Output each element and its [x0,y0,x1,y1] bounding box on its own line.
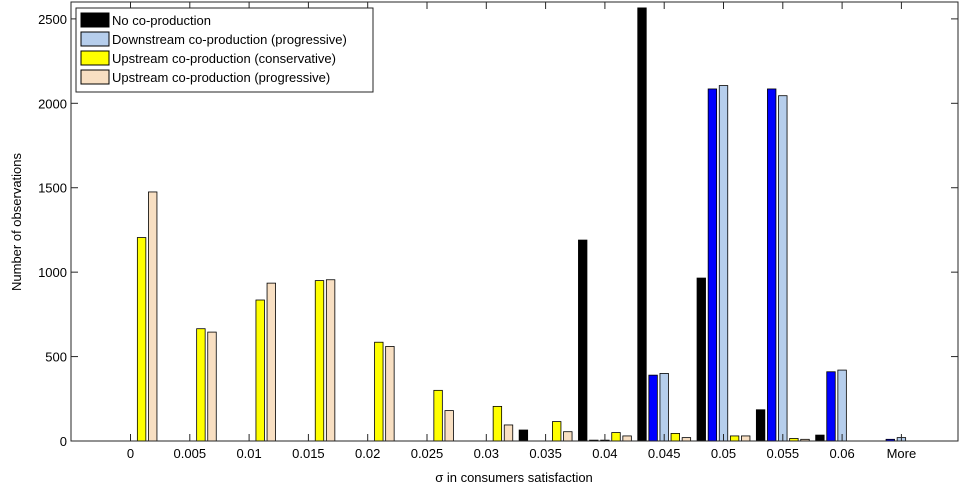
y-axis-label: Number of observations [9,152,24,291]
bar [611,432,621,442]
x-tick-label: 0.045 [648,446,681,461]
bar [755,409,766,442]
bar [563,431,573,442]
bar [826,371,836,442]
x-tick-label: 0.06 [829,446,854,461]
bar [385,346,395,442]
bar [503,424,514,442]
bar [255,299,265,442]
bar [767,88,777,442]
bar [492,405,503,442]
bar [314,280,325,442]
x-tick-label: 0.05 [711,446,736,461]
y-axis: 0 500 1000 1500 2000 2500 [38,12,958,449]
bars-group [136,7,907,442]
bar [648,374,658,442]
bar [196,328,206,442]
y-tick-label: 2000 [38,96,67,111]
x-tick-label: 0.04 [592,446,617,461]
legend-swatch [80,69,110,85]
x-tick-label: 0.02 [355,446,380,461]
legend-swatch [80,12,110,28]
bar [444,410,454,442]
plot-frame [70,1,959,442]
x-tick-label: 0.035 [529,446,562,461]
bar [518,429,529,442]
y-tick-label: 0 [60,434,67,449]
x-tick-label: 0.005 [174,446,207,461]
legend: No co-production Downstream co-production… [75,7,374,93]
x-tick-label: 0.055 [767,446,800,461]
legend-label: Upstream co-production (progressive) [112,70,330,85]
bar [729,435,740,442]
x-tick-label: More [887,446,917,461]
bar [266,282,276,442]
y-tick-label: 500 [45,350,67,365]
bar [718,85,729,442]
bar [136,237,147,442]
x-axis: 0 0.005 0.01 0.015 0.02 0.025 0.03 0.035 0.04 0.0… [127,2,916,461]
bar [374,341,384,442]
bar [148,191,158,442]
bar [681,437,692,442]
y-tick-label: 1000 [38,265,67,280]
x-tick-label: 0.015 [292,446,325,461]
x-axis-label: σ in consumers satisfaction [435,470,593,485]
bar [622,435,632,442]
x-tick-label: 0.025 [411,446,444,461]
bar [696,277,706,442]
bar [325,279,336,442]
x-tick-label: 0 [127,446,134,461]
bar [707,88,718,442]
bar [659,373,669,442]
bar [741,435,751,442]
bar [815,434,825,442]
x-tick-label: 0.01 [236,446,261,461]
legend-swatch [80,50,110,66]
legend-label: No co-production [112,13,211,28]
x-tick-label: 0.03 [474,446,499,461]
y-tick-label: 1500 [38,181,67,196]
legend-box [75,7,374,93]
bar [778,95,788,442]
bar [552,421,562,442]
bar [837,369,847,442]
legend-label: Downstream co-production (progressive) [112,32,347,47]
bar [207,331,217,442]
y-tick-label: 2500 [38,12,67,27]
legend-label: Upstream co-production (conservative) [112,51,336,66]
bar [670,433,680,442]
bar [433,389,443,442]
bar [578,239,588,442]
bar [637,7,647,442]
legend-swatch [80,31,110,47]
